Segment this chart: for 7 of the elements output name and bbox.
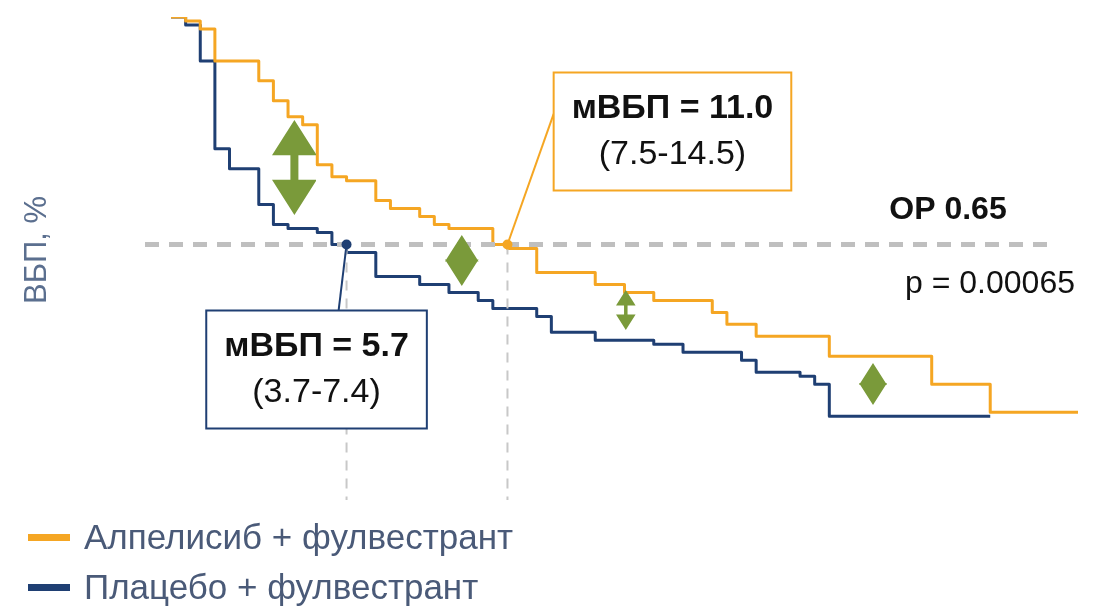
annotation: мВБП = 5.7 (3.7-7.4) xyxy=(224,324,409,409)
y-axis-title: ВБП, % xyxy=(18,195,54,305)
legend-label: Алпелисиб + фулвестрант xyxy=(84,517,514,557)
annotation: p = 0.00065 xyxy=(905,264,1075,301)
annotation: ОР 0.65 xyxy=(889,190,1007,227)
annotation: мВБП = 11.0 (7.5-14.5) xyxy=(571,86,774,171)
legend-label: Плацебо + фулвестрант xyxy=(84,567,479,607)
